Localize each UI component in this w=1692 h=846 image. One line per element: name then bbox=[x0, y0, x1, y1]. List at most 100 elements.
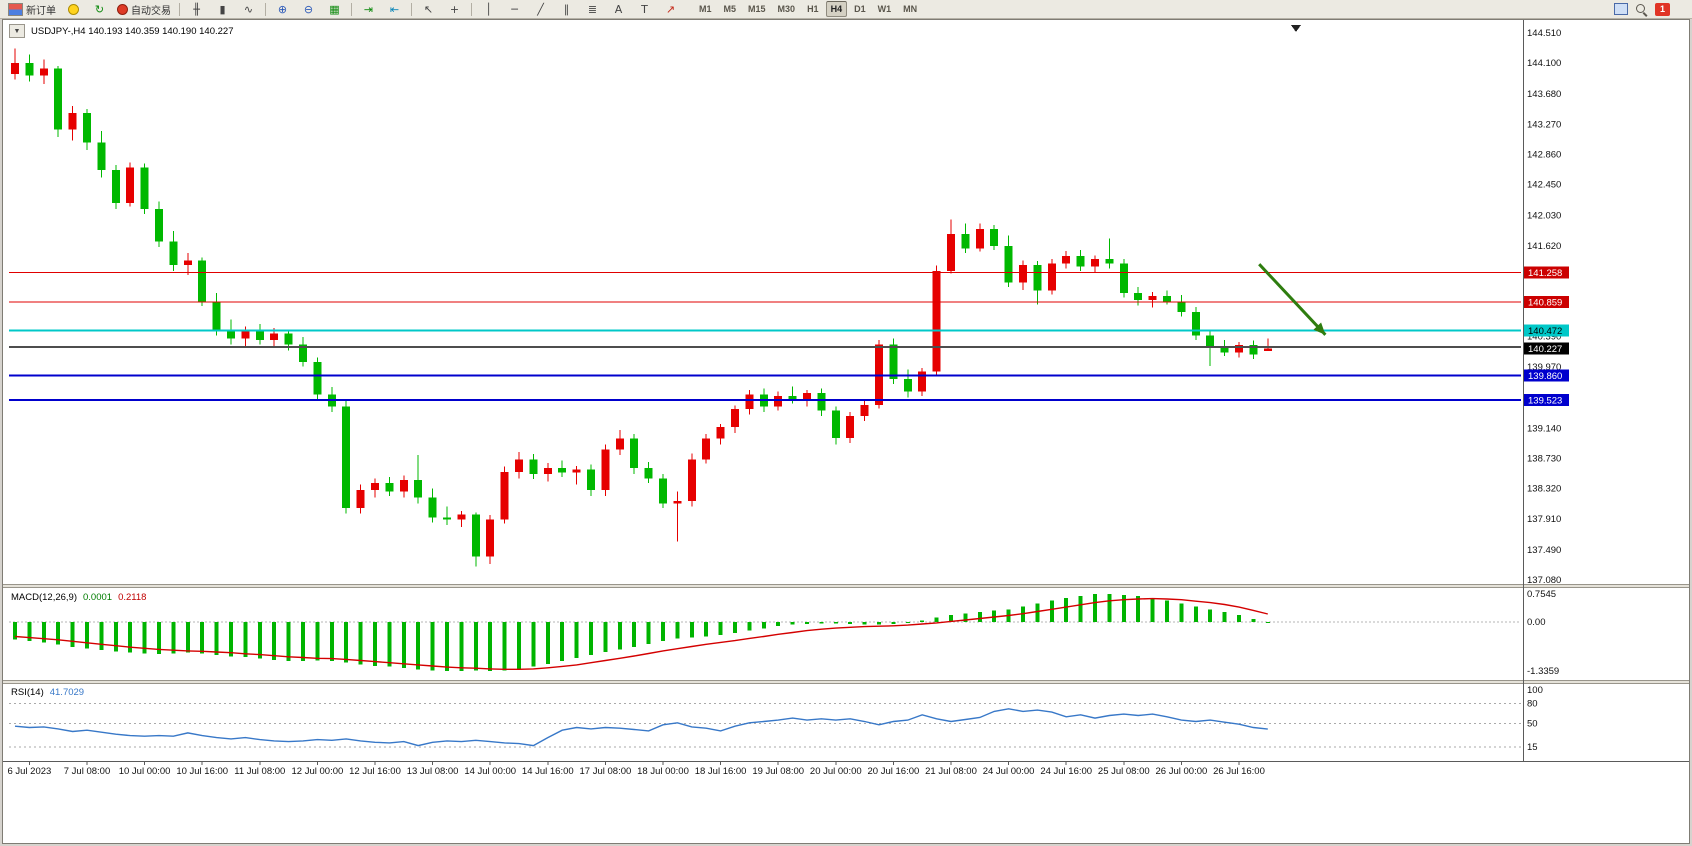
toolbar-separator bbox=[179, 2, 180, 16]
trendline-icon: ╱ bbox=[537, 2, 544, 16]
cursor-icon: ↖ bbox=[423, 2, 434, 16]
search-icon[interactable] bbox=[1635, 3, 1648, 16]
date-label: 18 Jul 16:00 bbox=[695, 766, 747, 777]
arrows-tool-icon: ↗ bbox=[665, 2, 676, 16]
price-badge bbox=[1524, 342, 1569, 355]
crosshair-tool-button[interactable]: + bbox=[442, 0, 467, 18]
timeframe-button-MN[interactable]: MN bbox=[903, 4, 918, 14]
cursor-tool-button[interactable]: ↖ bbox=[416, 0, 441, 18]
fibonacci-tool-button[interactable]: ≣ bbox=[580, 0, 605, 18]
price-tick-label: 139.140 bbox=[1527, 423, 1561, 434]
timeframe-button-M1[interactable]: M1 bbox=[699, 4, 712, 14]
date-label: 26 Jul 16:00 bbox=[1213, 766, 1265, 777]
auto-scroll-button[interactable]: ⇥ bbox=[356, 0, 381, 18]
toolbar-separator bbox=[265, 2, 266, 16]
price-badge-label: 139.860 bbox=[1528, 371, 1562, 382]
data-window-icon[interactable] bbox=[1614, 3, 1628, 15]
macd-axis-label: 0.7545 bbox=[1527, 589, 1556, 600]
chart-shift-marker[interactable] bbox=[1291, 25, 1301, 32]
date-label: 7 Jul 08:00 bbox=[64, 766, 110, 777]
price-tick-label: 144.510 bbox=[1527, 28, 1561, 39]
auto-trading-button[interactable]: 自动交易 bbox=[113, 0, 175, 18]
price-badge-label: 140.859 bbox=[1528, 297, 1562, 308]
date-label: 6 Jul 2023 bbox=[7, 766, 51, 777]
new-order-icon bbox=[8, 2, 23, 16]
chart-window: 144.510 144.100 143.680 143.270 142.860 142.4… bbox=[2, 19, 1690, 844]
date-label: 19 Jul 08:00 bbox=[752, 766, 804, 777]
macd-histogram bbox=[13, 594, 1270, 671]
price-tick-label: 137.490 bbox=[1527, 545, 1561, 556]
channel-tool-button[interactable]: ∥ bbox=[554, 0, 579, 18]
date-label: 26 Jul 00:00 bbox=[1156, 766, 1208, 777]
rsi-axis-label: 80 bbox=[1527, 698, 1538, 709]
toolbar-right-group: 1 bbox=[1614, 2, 1688, 16]
vertical-line-tool-button[interactable]: │ bbox=[476, 0, 501, 18]
chart-shift-button[interactable]: ⇤ bbox=[382, 0, 407, 18]
date-label: 10 Jul 00:00 bbox=[119, 766, 171, 777]
date-label: 21 Jul 08:00 bbox=[925, 766, 977, 777]
text-tool-button[interactable]: A bbox=[606, 0, 631, 18]
chart-title: USDJPY-,H4 140.193 140.359 140.190 140.2… bbox=[31, 25, 234, 37]
price-badge-label: 140.227 bbox=[1528, 344, 1562, 355]
rsi-axis-label: 50 bbox=[1527, 719, 1538, 730]
rsi-line bbox=[14, 708, 1268, 747]
rsi-label: RSI(14) 41.7029 bbox=[11, 687, 84, 698]
timeframe-button-M15[interactable]: M15 bbox=[748, 4, 766, 14]
macd-axis-label: 0.00 bbox=[1527, 617, 1546, 628]
timeframe-button-H4[interactable]: H4 bbox=[825, 1, 848, 17]
price-tick-label: 137.080 bbox=[1527, 575, 1561, 586]
zoom-out-icon: ⊖ bbox=[303, 2, 314, 16]
arrows-tool-button[interactable]: ↗ bbox=[658, 0, 683, 18]
tile-windows-icon: ▦ bbox=[329, 2, 340, 16]
new-order-button[interactable]: 新订单 bbox=[4, 0, 60, 18]
trend-arrow-head bbox=[1313, 322, 1326, 335]
candles-layer bbox=[11, 48, 1272, 567]
chart-shift-icon: ⇤ bbox=[389, 2, 400, 16]
date-label: 18 Jul 00:00 bbox=[637, 766, 689, 777]
date-label: 25 Jul 08:00 bbox=[1098, 766, 1150, 777]
horizontal-line-tool-button[interactable]: ─ bbox=[502, 0, 527, 18]
bar-chart-mode-button[interactable]: ╫ bbox=[184, 0, 209, 18]
macd-axis-label: -1.3359 bbox=[1527, 666, 1559, 677]
candlestick-mode-button[interactable]: ▮ bbox=[210, 0, 235, 18]
date-label: 14 Jul 16:00 bbox=[522, 766, 574, 777]
timeframe-button-W1[interactable]: W1 bbox=[877, 4, 892, 14]
notification-badge[interactable]: 1 bbox=[1655, 2, 1670, 16]
trendline-tool-button[interactable]: ╱ bbox=[528, 0, 553, 18]
trend-arrow[interactable] bbox=[1258, 263, 1327, 336]
new-order-label: 新订单 bbox=[26, 5, 56, 17]
rsi-name: RSI(14) bbox=[11, 687, 44, 698]
main-toolbar: 新订单 ↻ 自动交易 ╫ ▮ ∿ ⊕ ⊖ ▦ ⇥ ⇤ ↖ + │ bbox=[0, 0, 1692, 19]
indicator-list-button[interactable] bbox=[61, 0, 86, 18]
timeframe-button-D1[interactable]: D1 bbox=[854, 4, 866, 14]
price-tick-label: 139.970 bbox=[1527, 362, 1561, 373]
label-tool-button[interactable]: T bbox=[632, 0, 657, 18]
macd-main-value: 0.0001 bbox=[83, 592, 113, 603]
date-label: 24 Jul 16:00 bbox=[1040, 766, 1092, 777]
zoom-out-button[interactable]: ⊖ bbox=[296, 0, 321, 18]
lightbulb-icon bbox=[68, 3, 79, 15]
chart-canvas[interactable]: 144.510 144.100 143.680 143.270 142.860 142.4… bbox=[3, 20, 1689, 843]
timeframe-button-M30[interactable]: M30 bbox=[777, 4, 796, 14]
date-label: 24 Jul 00:00 bbox=[983, 766, 1035, 777]
timeframe-button-M5[interactable]: M5 bbox=[723, 4, 737, 14]
zoom-in-button[interactable]: ⊕ bbox=[270, 0, 295, 18]
price-badge bbox=[1524, 369, 1569, 382]
price-tick-label: 138.730 bbox=[1527, 454, 1561, 465]
rsi-axis-label: 100 bbox=[1527, 685, 1543, 696]
date-label: 11 Jul 08:00 bbox=[234, 766, 285, 777]
refresh-button[interactable]: ↻ bbox=[87, 0, 112, 18]
price-tick-label: 144.100 bbox=[1527, 58, 1561, 69]
tile-windows-button[interactable]: ▦ bbox=[322, 0, 347, 18]
date-label: 20 Jul 16:00 bbox=[868, 766, 920, 777]
line-chart-mode-button[interactable]: ∿ bbox=[236, 0, 261, 18]
price-badge bbox=[1524, 295, 1569, 308]
macd-label: MACD(12,26,9) 0.0001 0.2118 bbox=[11, 592, 146, 603]
price-tick-label: 143.680 bbox=[1527, 89, 1561, 100]
timeframe-button-H1[interactable]: H1 bbox=[807, 4, 819, 14]
date-label: 14 Jul 00:00 bbox=[464, 766, 516, 777]
quick-trade-dropdown[interactable]: ▼ bbox=[9, 24, 25, 38]
toolbar-separator bbox=[351, 2, 352, 16]
label-tool-icon: T bbox=[641, 2, 648, 16]
